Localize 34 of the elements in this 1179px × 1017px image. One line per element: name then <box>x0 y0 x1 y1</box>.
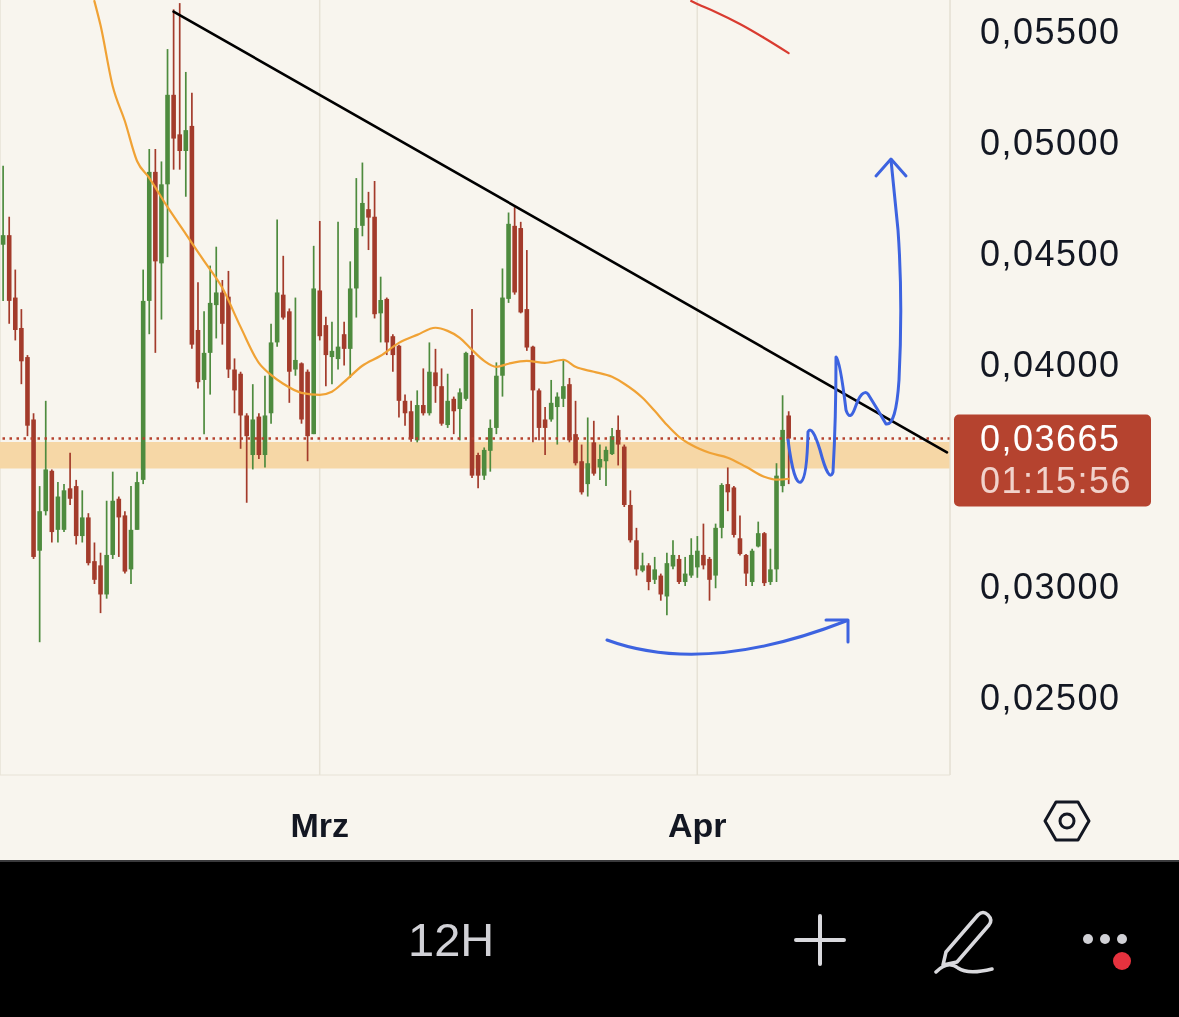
candlestick <box>640 551 645 574</box>
text: 01:15:56 <box>980 460 1133 502</box>
y-tick-label: 0,05500 <box>980 10 1121 52</box>
candlestick <box>451 395 457 435</box>
candlestick <box>341 320 347 367</box>
candlestick <box>585 416 591 498</box>
candlestick <box>67 451 73 506</box>
candlestick <box>0 164 6 302</box>
candlestick <box>378 275 383 344</box>
x-tick-label: Mrz <box>290 806 349 844</box>
candlestick <box>244 412 249 504</box>
line-series <box>690 0 790 55</box>
candlestick <box>213 245 219 340</box>
y-tick-label: 0,04000 <box>980 343 1121 385</box>
candlestick <box>652 556 658 585</box>
candlestick <box>433 348 438 404</box>
candlestick <box>725 466 731 513</box>
candlestick <box>360 161 365 238</box>
candlestick <box>293 296 298 377</box>
y-tick-label: 0,03000 <box>980 565 1121 607</box>
candlestick <box>755 520 761 549</box>
y-tick-label: 0,04500 <box>980 232 1121 274</box>
line-series <box>93 0 790 481</box>
text: 12H <box>408 912 495 968</box>
y-tick-label: 0,05000 <box>980 121 1121 163</box>
candlestick <box>79 489 85 544</box>
y-tick-label: 0,02500 <box>980 676 1121 718</box>
candlestick <box>421 367 426 417</box>
ref-line-label: 0,03665 <box>980 418 1121 460</box>
candlestick <box>542 406 548 456</box>
candlestick <box>646 562 651 592</box>
x-tick-label: Apr <box>667 806 727 844</box>
candlestick <box>768 547 773 586</box>
candlestick <box>487 418 493 473</box>
